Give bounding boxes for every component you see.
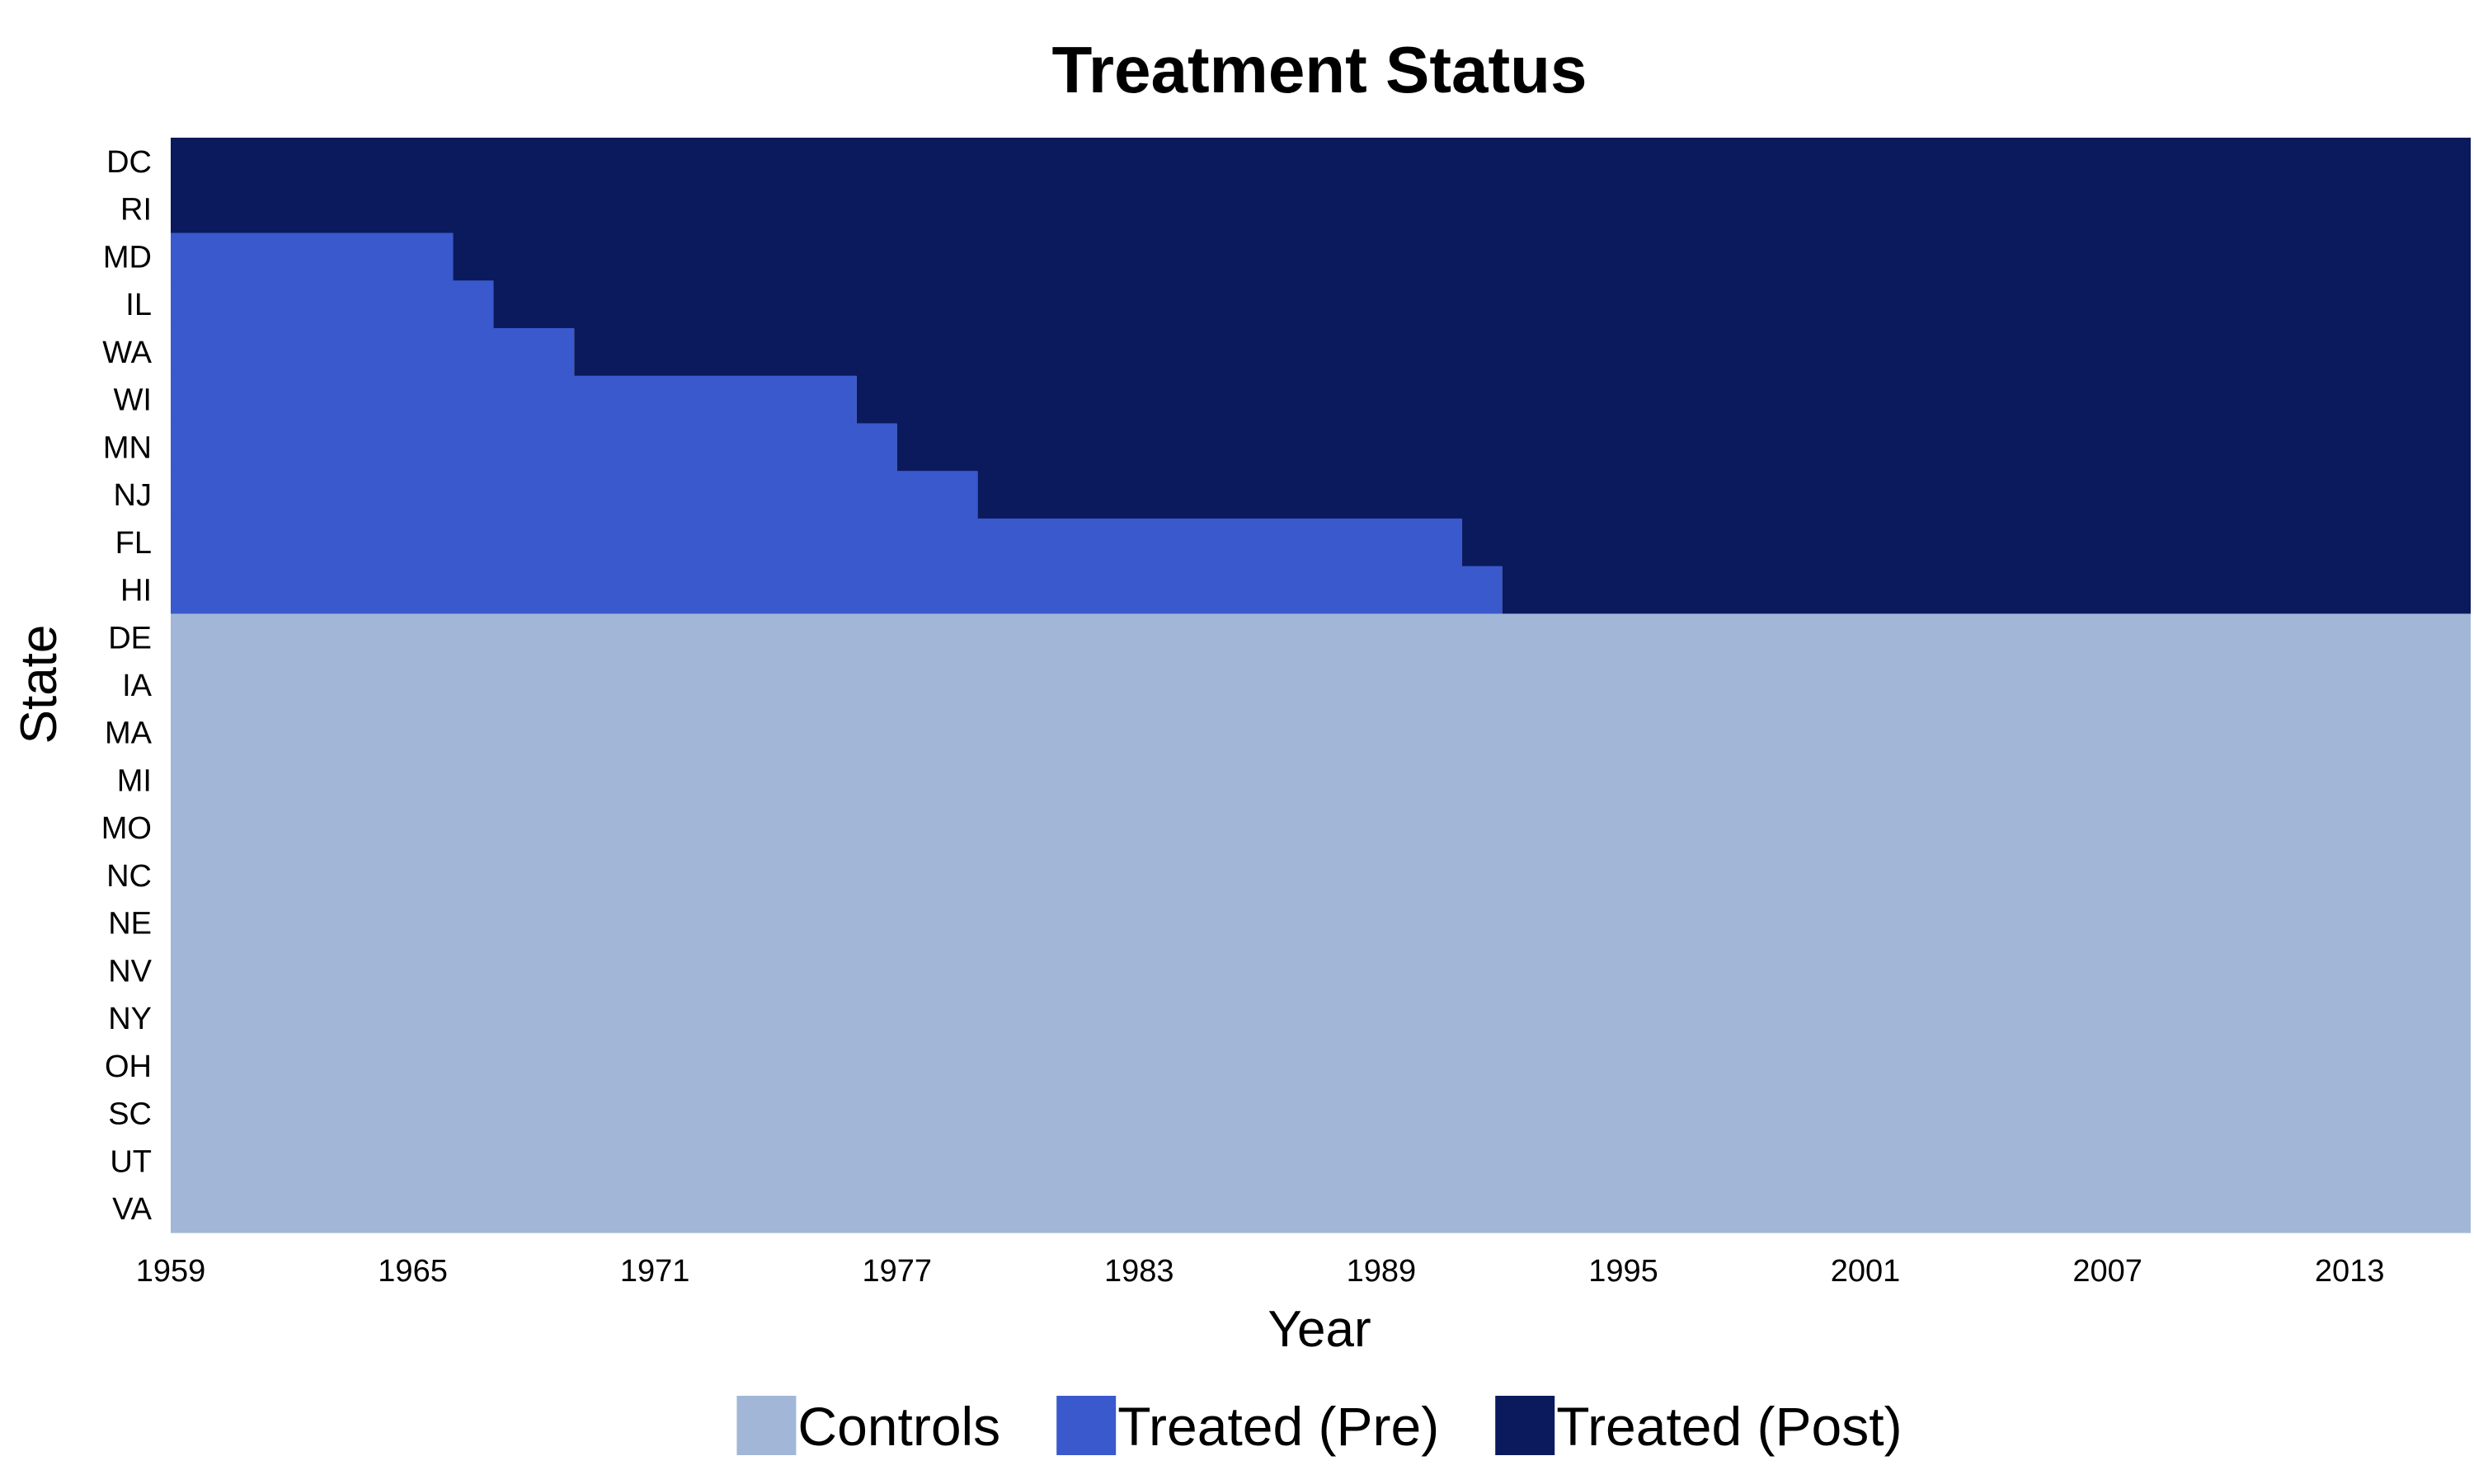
y-tick-label-nc: NC xyxy=(106,859,152,894)
cell-wa-pre xyxy=(171,327,575,377)
legend-swatch-pre xyxy=(1056,1396,1117,1455)
y-tick-label-mo: MO xyxy=(101,811,152,846)
cell-ut-control xyxy=(171,1137,2471,1186)
x-tick-label-1995: 1995 xyxy=(1588,1254,1658,1289)
cell-nj-post xyxy=(977,471,2471,519)
y-tick-label-hi: HI xyxy=(120,574,152,608)
chart-title: Treatment Status xyxy=(1051,33,1587,106)
cell-mn-pre xyxy=(171,423,897,472)
y-tick-label-il: IL xyxy=(125,288,152,322)
cell-de-control xyxy=(171,613,2471,662)
cell-il-post xyxy=(493,280,2472,329)
cell-mi-control xyxy=(171,756,2471,805)
cell-nc-control xyxy=(171,852,2471,900)
legend-label-pre: Treated (Pre) xyxy=(1117,1396,1439,1457)
y-tick-label-nv: NV xyxy=(108,954,152,989)
y-tick-label-ia: IA xyxy=(122,669,153,703)
legend-swatch-post xyxy=(1495,1396,1555,1455)
x-tick-label-2001: 2001 xyxy=(1831,1254,1901,1289)
cell-ia-control xyxy=(171,661,2471,710)
x-tick-label-1965: 1965 xyxy=(378,1254,448,1289)
y-tick-label-ut: UT xyxy=(110,1144,152,1179)
cell-sc-control xyxy=(171,1089,2471,1139)
y-tick-label-ri: RI xyxy=(120,193,152,228)
y-tick-label-mn: MN xyxy=(103,430,152,465)
legend-label-control: Controls xyxy=(797,1396,1000,1457)
cell-ma-control xyxy=(171,708,2471,758)
cell-dc-post xyxy=(171,138,2471,186)
y-tick-label-wa: WA xyxy=(102,336,152,370)
cell-mo-control xyxy=(171,804,2471,852)
heatmap-cells xyxy=(171,138,2472,1233)
cell-nj-pre xyxy=(171,471,978,519)
y-tick-label-de: DE xyxy=(108,621,152,655)
y-axis-tick-labels: DC RI MD IL WA WI MN NJ FL HI DE IA MA MI MO NC NE NV NY OH… xyxy=(101,145,153,1227)
legend-swatch-control xyxy=(736,1396,797,1455)
cell-wi-post xyxy=(856,375,2471,425)
y-axis-title: State xyxy=(11,625,68,744)
cell-oh-control xyxy=(171,1042,2471,1091)
x-tick-label-2007: 2007 xyxy=(2072,1254,2142,1289)
y-tick-label-mi: MI xyxy=(117,763,152,798)
cell-ny-control xyxy=(171,994,2471,1043)
x-tick-label-1959: 1959 xyxy=(136,1254,206,1289)
cell-wa-post xyxy=(574,327,2471,377)
y-tick-label-ne: NE xyxy=(108,907,152,942)
x-tick-label-2013: 2013 xyxy=(2315,1254,2385,1289)
x-tick-label-1989: 1989 xyxy=(1347,1254,1417,1289)
y-tick-label-nj: NJ xyxy=(114,478,152,513)
legend-label-post: Treated (Post) xyxy=(1556,1396,1902,1457)
cell-ne-control xyxy=(171,899,2471,948)
cell-wi-pre xyxy=(171,375,857,425)
y-tick-label-md: MD xyxy=(103,240,152,275)
cell-hi-post xyxy=(1502,566,2471,614)
y-tick-label-oh: OH xyxy=(105,1050,152,1084)
cell-nv-control xyxy=(171,946,2471,995)
cell-mn-post xyxy=(896,423,2471,472)
cell-md-pre xyxy=(171,232,454,281)
cell-md-post xyxy=(453,232,2471,281)
y-tick-label-va: VA xyxy=(112,1192,153,1227)
y-tick-label-ny: NY xyxy=(108,1002,152,1036)
x-axis-title: Year xyxy=(1268,1301,1371,1358)
x-tick-label-1971: 1971 xyxy=(620,1254,690,1289)
y-tick-label-fl: FL xyxy=(115,526,152,561)
x-tick-label-1983: 1983 xyxy=(1104,1254,1174,1289)
x-axis-tick-labels: 1959 1965 1971 1977 1983 1989 1995 2001 2007 2013 xyxy=(136,1254,2385,1289)
y-tick-label-sc: SC xyxy=(108,1097,152,1132)
cell-fl-post xyxy=(1461,518,2471,567)
cell-ri-post xyxy=(171,185,2471,234)
cell-hi-pre xyxy=(171,566,1503,614)
legend: Controls Treated (Pre) Treated (Post) xyxy=(736,1396,1903,1457)
y-tick-label-wi: WI xyxy=(114,383,152,418)
x-tick-label-1977: 1977 xyxy=(862,1254,932,1289)
cell-il-pre xyxy=(171,280,494,329)
y-tick-label-ma: MA xyxy=(105,716,153,751)
cell-va-control xyxy=(171,1185,2471,1233)
y-tick-label-dc: DC xyxy=(106,145,152,180)
cell-fl-pre xyxy=(171,518,1462,567)
